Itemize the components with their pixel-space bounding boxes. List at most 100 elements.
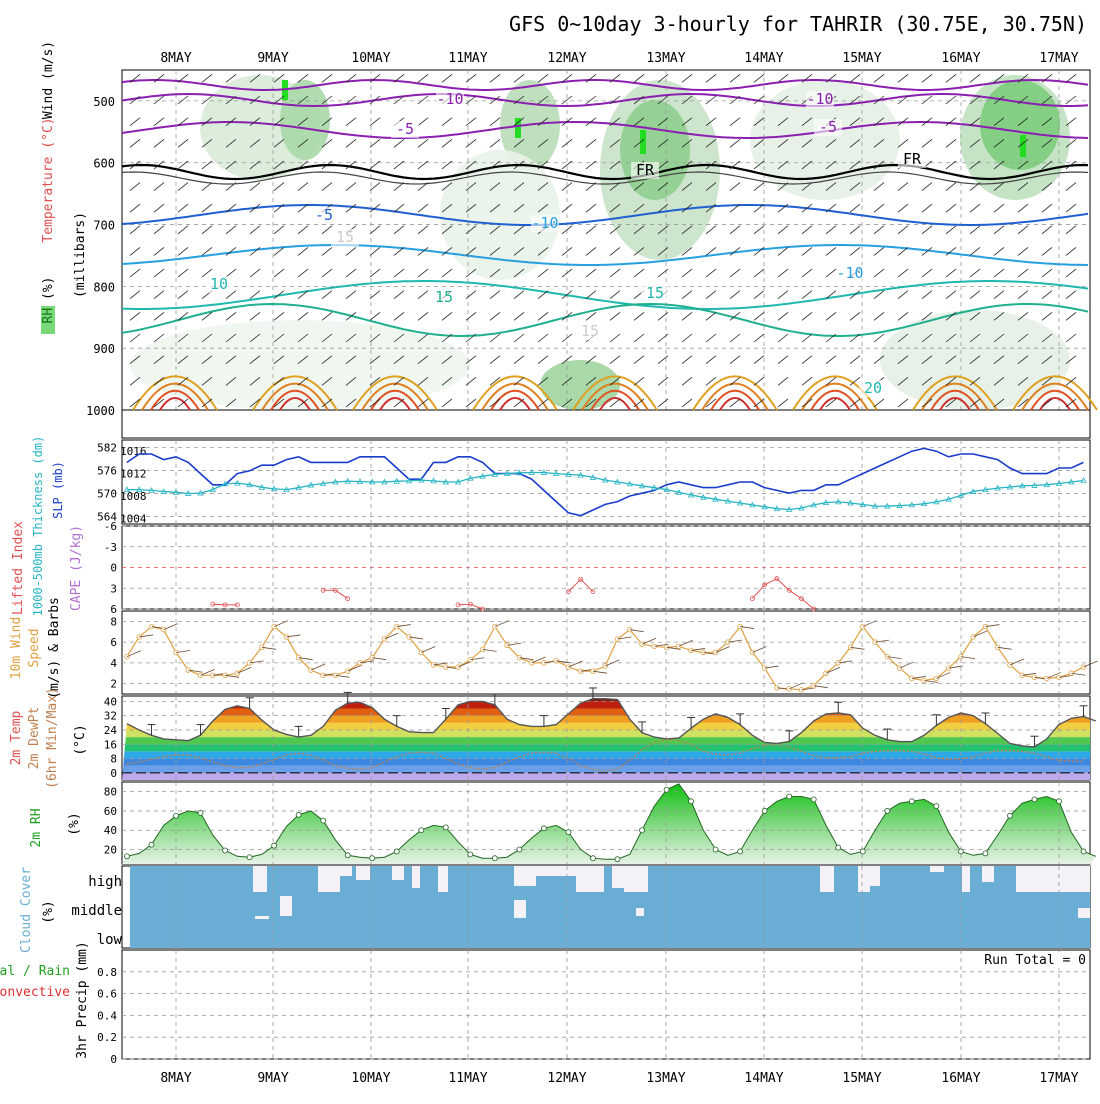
- wind-barb: [633, 74, 645, 83]
- wind-barb: [993, 312, 1005, 321]
- thickness-marker: [136, 486, 143, 493]
- wind-barb: [1017, 182, 1029, 191]
- wind-barb: [225, 138, 237, 148]
- wind-barb: [153, 117, 165, 126]
- rh-marker: [590, 855, 596, 862]
- wind-barb: [666, 646, 681, 650]
- wind-barb: [801, 333, 813, 343]
- wind-barb: [153, 290, 165, 300]
- wind-barb: [482, 648, 497, 652]
- rh-marker: [442, 824, 449, 831]
- wind-barb: [825, 160, 837, 170]
- cloud-field: [130, 866, 1090, 948]
- thickness-marker: [1006, 483, 1014, 490]
- temp-band: [122, 729, 1090, 738]
- thickness-marker: [454, 478, 462, 485]
- temp-band: [122, 722, 1090, 730]
- cloud-gap: [280, 896, 292, 916]
- thickness-marker: [467, 474, 474, 481]
- y-tick-label: 800: [93, 280, 115, 294]
- wind-barb: [1017, 398, 1029, 408]
- y-tick-label: 576: [97, 465, 117, 478]
- wind-barb: [224, 674, 240, 678]
- wind-barb: [513, 95, 525, 105]
- contour-label-bg: [391, 121, 419, 138]
- thickness-marker: [908, 501, 916, 508]
- wind-barb: [705, 398, 717, 408]
- wind-barb: [531, 656, 546, 664]
- wind-barb: [489, 355, 501, 364]
- wind-barb: [417, 138, 429, 148]
- thickness-marker: [418, 476, 425, 483]
- wind-barb: [874, 639, 890, 643]
- wind-barb: [585, 203, 597, 213]
- y-tick-label: 0.8: [97, 966, 117, 979]
- wind-barb: [177, 74, 189, 83]
- wind-barb: [897, 247, 909, 256]
- wind-barb: [729, 355, 741, 364]
- wind-barb: [605, 659, 620, 667]
- wind-barb: [801, 312, 813, 321]
- warm-contour: [379, 397, 411, 411]
- wind-barb: [177, 117, 189, 126]
- wind-barb: [489, 290, 501, 300]
- wind-barb: [297, 376, 309, 386]
- y-tick-label: 40: [104, 695, 117, 708]
- wind-barb: [609, 182, 621, 191]
- warm-contour: [692, 375, 778, 411]
- wind-barb: [321, 398, 333, 408]
- wind-barb: [993, 333, 1005, 343]
- rh-marker: [663, 786, 670, 793]
- wind-barb: [372, 657, 387, 661]
- thickness-marker: [994, 484, 1001, 491]
- wind-barb: [633, 376, 645, 386]
- thickness-marker: [270, 485, 278, 492]
- y-tick-label: 32: [104, 710, 117, 723]
- wind-ylabel: 10m Wind: [9, 617, 24, 680]
- rh-core: [515, 118, 521, 138]
- wind-barb: [585, 247, 597, 256]
- wind-barb: [273, 268, 285, 278]
- wind-barb: [273, 312, 285, 321]
- thickness-marker: [528, 469, 535, 475]
- rh-marker: [908, 798, 915, 805]
- temp-band: [122, 772, 1090, 780]
- wind-barb: [369, 376, 381, 386]
- wind-barb: [801, 182, 813, 191]
- temp-band: [122, 744, 1090, 752]
- wind-barb: [273, 74, 285, 83]
- wind-barb: [849, 117, 861, 126]
- warm-contour: [490, 390, 540, 411]
- wind-barb: [801, 160, 813, 170]
- wind-barb: [393, 290, 405, 300]
- thickness-marker: [638, 482, 646, 489]
- wind-barb: [489, 268, 501, 278]
- wind-barb: [177, 160, 189, 170]
- wind-barb: [393, 95, 405, 105]
- thickness-marker: [565, 471, 572, 477]
- rh-marker: [933, 803, 940, 810]
- wind-barb: [177, 95, 189, 105]
- thickness-marker: [503, 470, 511, 476]
- wind-barb: [465, 203, 477, 213]
- y-tick-label: 40: [104, 824, 117, 837]
- wind-barb: [993, 203, 1005, 213]
- thickness-marker: [258, 484, 266, 490]
- y-tick-label: 3: [110, 582, 117, 595]
- wind-barb: [897, 225, 909, 235]
- wind-barb: [433, 662, 448, 666]
- y-tick-label: 0: [110, 1053, 117, 1066]
- wind-barb: [1017, 312, 1029, 321]
- wind-barb: [417, 160, 429, 170]
- wind-barb: [727, 639, 742, 643]
- wind-barb: [297, 290, 309, 300]
- warm-contour: [361, 382, 429, 411]
- wind-barb: [177, 333, 189, 343]
- wind-barb: [729, 247, 741, 256]
- warm-contour: [481, 382, 549, 411]
- cloud-gap: [514, 900, 526, 918]
- wind-barb: [153, 225, 165, 235]
- lifted-index-line: [752, 577, 815, 610]
- rh-marker: [246, 854, 253, 861]
- x-label-bottom-14MAY: 14MAY: [744, 1071, 783, 1086]
